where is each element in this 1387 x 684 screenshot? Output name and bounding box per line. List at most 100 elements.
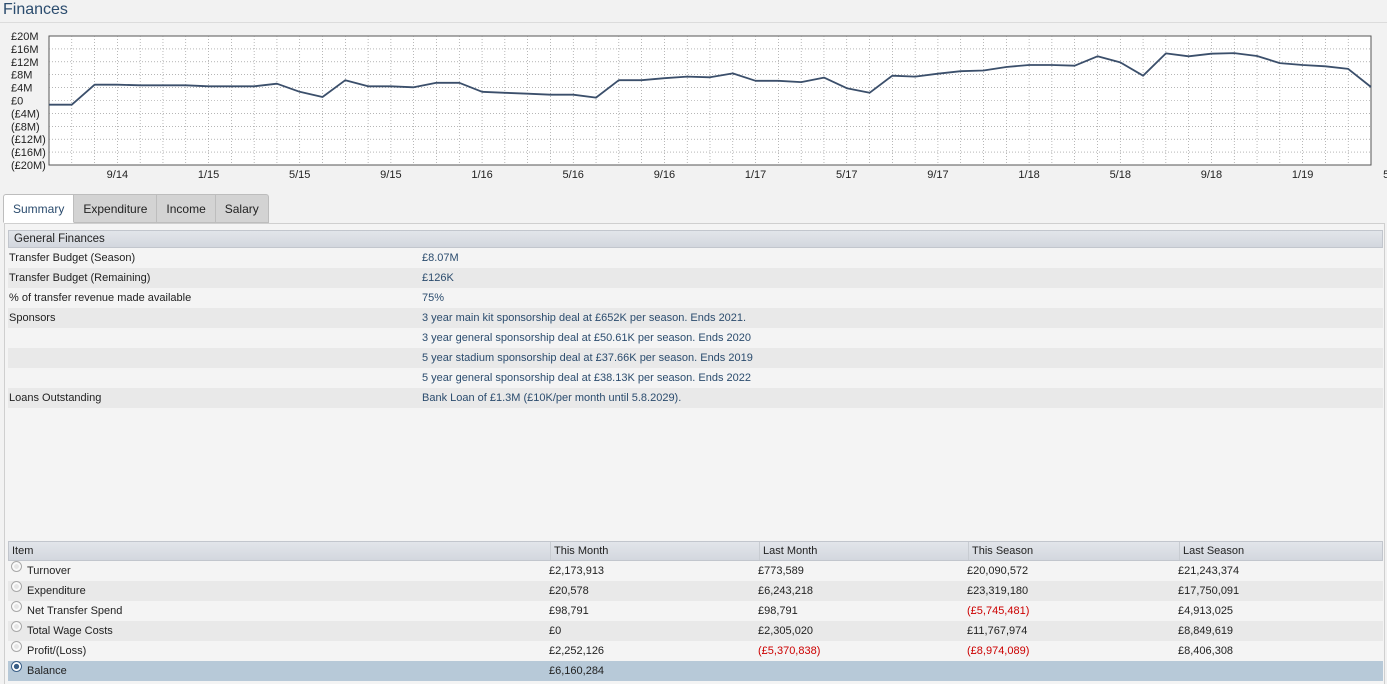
radio-button[interactable] [11,601,22,612]
row-label: Transfer Budget (Remaining) [9,272,151,284]
last-season-value: £8,406,308 [1178,645,1234,657]
this-month-value: £2,252,126 [549,645,605,657]
tab-summary[interactable]: Summary [3,194,75,223]
x-tick-label: 5/15 [289,169,310,181]
this-month-value: £2,173,913 [549,565,605,577]
row-label: % of transfer revenue made available [9,292,192,304]
balance-history-chart: £20M£16M£12M£8M£4M£0(£4M)(£8M)(£12M)(£16… [11,31,1387,181]
this-season-value: (£5,745,481) [967,605,1030,617]
transfer-budget-season-row: Transfer Budget (Season) £8.07M [8,248,1383,268]
sponsor-row: 5 year stadium sponsorship deal at £37.6… [8,348,1383,368]
y-tick-label: (£16M) [11,147,46,159]
finance-summary-table: Item This Month Last Month This Season L… [8,541,1383,681]
last-season-value: £4,913,025 [1178,605,1234,617]
item-label: Total Wage Costs [27,625,113,637]
row-value: 3 year main kit sponsorship deal at £652… [422,312,747,324]
x-tick-label: 9/18 [1201,169,1222,181]
y-tick-label: (£20M) [11,160,46,172]
y-tick-label: (£12M) [11,134,46,146]
y-tick-label: £16M [11,44,39,56]
y-tick-label: (£8M) [11,121,40,133]
x-tick-label: 9/15 [380,169,401,181]
item-label: Profit/(Loss) [27,645,87,657]
row-value: Bank Loan of £1.3M (£10K/per month until… [422,392,682,404]
x-tick-label: 5/16 [563,169,584,181]
item-label: Expenditure [27,585,86,597]
x-tick-label: 1/19 [1292,169,1313,181]
last-month-value: £6,243,218 [758,585,814,597]
y-tick-label: £0 [11,96,23,108]
y-tick-label: £12M [11,57,39,69]
radio-button[interactable] [11,561,22,572]
row-value: 5 year stadium sponsorship deal at £37.6… [422,352,753,364]
row-value: £8.07M [422,252,459,264]
last-month-value: £98,791 [758,605,798,617]
x-tick-label: 9/17 [927,169,948,181]
balance-series-line [49,52,1372,106]
table-row-net-transfer-spend[interactable]: Net Transfer Spend £98,791 £98,791 (£5,7… [8,601,1383,621]
last-season-value: £17,750,091 [1178,585,1240,597]
transfer-revenue-row: % of transfer revenue made available 75% [8,288,1383,308]
x-tick-label: 1/18 [1018,169,1039,181]
row-value: 75% [422,292,445,304]
radio-button-selected[interactable] [11,661,22,672]
this-season-value: (£8,974,089) [967,645,1030,657]
title-divider [0,22,1387,23]
item-label: Net Transfer Spend [27,605,123,617]
item-label: Turnover [27,565,71,577]
x-tick-label: 1/16 [471,169,492,181]
row-label: Loans Outstanding [9,392,102,404]
x-tick-label: 5/18 [1110,169,1131,181]
this-month-value: £20,578 [549,585,589,597]
table-header: Item This Month Last Month This Season L… [8,541,1383,561]
last-season-value: £8,849,619 [1178,625,1234,637]
x-tick-label: 1/17 [745,169,766,181]
loans-outstanding-row: Loans Outstanding Bank Loan of £1.3M (£1… [8,388,1383,408]
general-finances-header: General Finances [8,230,1383,248]
table-row-expenditure[interactable]: Expenditure £20,578 £6,243,218 £23,319,1… [8,581,1383,601]
row-label: Transfer Budget (Season) [9,252,136,264]
last-month-value: £2,305,020 [758,625,814,637]
finance-tabs: Summary Expenditure Income Salary [3,194,269,223]
column-header-this-month[interactable]: This Month [550,542,608,560]
sponsor-row: Sponsors 3 year main kit sponsorship dea… [8,308,1383,328]
this-season-value: £11,767,974 [967,625,1028,637]
x-tick-label: 1/15 [198,169,219,181]
item-label: Balance [27,665,67,677]
table-row-turnover[interactable]: Turnover £2,173,913 £773,589 £20,090,572… [8,561,1383,581]
tab-expenditure[interactable]: Expenditure [74,194,158,223]
this-month-value: £6,160,284 [549,665,605,677]
page-title: Finances [3,1,68,18]
sponsor-row: 5 year general sponsorship deal at £38.1… [8,368,1383,388]
last-season-value: £21,243,374 [1178,565,1240,577]
column-header-last-month[interactable]: Last Month [759,542,817,560]
table-row-total-wage-costs[interactable]: Total Wage Costs £0 £2,305,020 £11,767,9… [8,621,1383,641]
radio-button[interactable] [11,621,22,632]
summary-panel: General Finances Transfer Budget (Season… [4,223,1385,684]
y-tick-label: £4M [11,83,32,95]
last-month-value: (£5,370,838) [758,645,821,657]
row-label: Sponsors [9,312,56,324]
tab-salary[interactable]: Salary [215,194,269,223]
table-row-balance[interactable]: Balance £6,160,284 [8,661,1383,681]
last-month-value: £773,589 [758,565,804,577]
x-tick-label: 9/14 [107,169,128,181]
radio-button[interactable] [11,581,22,592]
this-month-value: £0 [549,625,562,637]
row-value: £126K [422,272,454,284]
column-header-item[interactable]: Item [12,545,34,557]
y-tick-label: £20M [11,31,39,43]
y-tick-label: £8M [11,70,32,82]
tab-income[interactable]: Income [157,194,216,223]
column-header-this-season[interactable]: This Season [968,542,1033,560]
sponsor-row: 3 year general sponsorship deal at £50.6… [8,328,1383,348]
row-value: 3 year general sponsorship deal at £50.6… [422,332,752,344]
x-tick-label: 9/16 [654,169,675,181]
column-header-last-season[interactable]: Last Season [1179,542,1244,560]
radio-button[interactable] [11,641,22,652]
row-value: 5 year general sponsorship deal at £38.1… [422,372,752,384]
y-tick-label: (£4M) [11,108,40,120]
transfer-budget-remaining-row: Transfer Budget (Remaining) £126K [8,268,1383,288]
this-season-value: £20,090,572 [967,565,1029,577]
table-row-profit-loss[interactable]: Profit/(Loss) £2,252,126 (£5,370,838) (£… [8,641,1383,661]
